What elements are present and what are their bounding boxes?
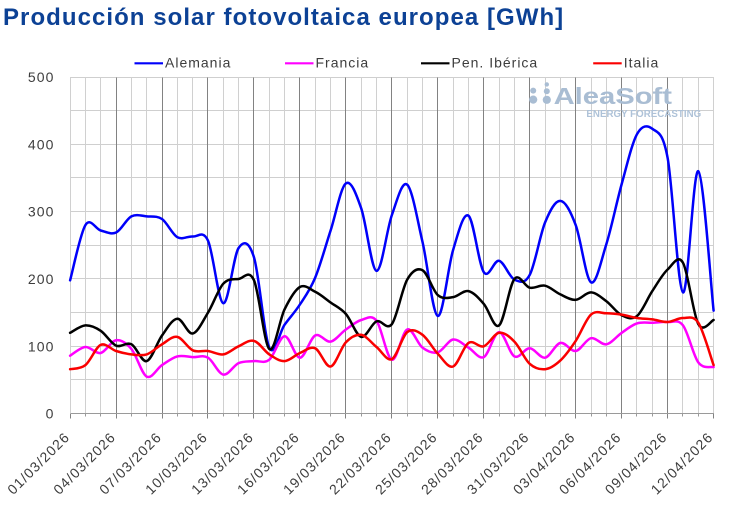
svg-text:Pen. Ibérica: Pen. Ibérica	[452, 55, 539, 71]
svg-text:Francia: Francia	[316, 55, 370, 71]
svg-text:Alemania: Alemania	[165, 55, 231, 71]
svg-text:300: 300	[28, 204, 55, 220]
svg-text:500: 500	[28, 69, 55, 85]
svg-text:100: 100	[28, 338, 55, 354]
svg-text:400: 400	[28, 136, 55, 152]
svg-text:Italia: Italia	[624, 55, 660, 71]
svg-text:AleaSoft: AleaSoft	[554, 83, 673, 109]
svg-text:0: 0	[46, 406, 55, 422]
svg-text:200: 200	[28, 271, 55, 287]
svg-text:ENERGY FORECASTING: ENERGY FORECASTING	[586, 109, 701, 120]
